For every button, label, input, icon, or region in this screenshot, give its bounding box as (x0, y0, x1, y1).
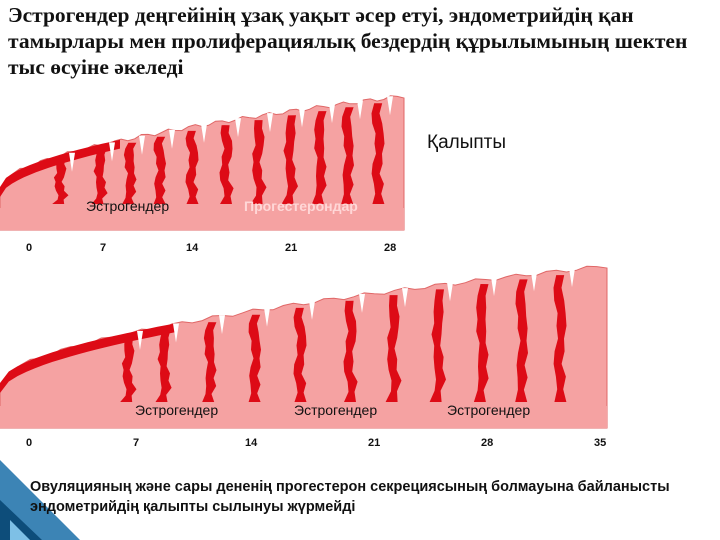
bottom-day-tick: 35 (594, 437, 607, 449)
surface-crypt (491, 277, 497, 297)
top-hormone-label-progesterone: Прогестерондар (244, 198, 358, 214)
slide-title: Эстрогендер деңгейінің ұзақ уақыт әсер е… (8, 3, 688, 79)
top-day-tick: 0 (26, 242, 33, 254)
top-endometrium-diagram (0, 95, 405, 231)
gland-streak (219, 125, 234, 204)
gland-streak (553, 275, 567, 402)
gland-streak (91, 149, 108, 204)
gland-streak (429, 289, 446, 402)
surface-crypt (402, 288, 408, 308)
gland-streak (122, 142, 137, 204)
bottom-endometrium-diagram (0, 265, 608, 429)
surface-crypt (299, 108, 305, 128)
top-day-tick: 28 (384, 242, 397, 254)
bottom-day-tick: 28 (481, 437, 494, 449)
bottom-hormone-label-estrogen: Эстрогендер (294, 402, 378, 418)
surface-crypt (531, 272, 537, 292)
surface-crypt (264, 307, 270, 327)
top-day-tick: 14 (186, 242, 199, 254)
gland-streak (473, 284, 489, 402)
bottom-day-tick: 7 (133, 437, 140, 449)
top-day-tick: 21 (285, 242, 298, 254)
gland-streak (311, 111, 327, 204)
surface-crypt (387, 96, 393, 116)
basal-layer (0, 208, 404, 230)
surface-crypt (235, 118, 241, 138)
surface-crypt (109, 142, 115, 162)
bottom-hormone-label-estrogen: Эстрогендер (135, 402, 219, 418)
gland-streak (515, 279, 528, 402)
basal-layer (0, 406, 607, 428)
gland-streak (385, 295, 402, 402)
gland-streak (202, 322, 217, 402)
blood-vessel-layer (0, 139, 120, 197)
surface-crypt (357, 100, 363, 120)
normal-label: Қалыпты (427, 132, 507, 153)
bottom-hormone-label-estrogen: Эстрогендер (447, 402, 531, 418)
top-day-axis: 0 7 14 21 28 (0, 242, 720, 256)
gland-streak (248, 314, 261, 402)
gland-streak (153, 136, 166, 204)
bottom-day-tick: 0 (26, 437, 33, 449)
corner-decoration (0, 460, 80, 540)
gland-streak (343, 300, 358, 402)
gland-streak (185, 130, 199, 204)
gland-streak (155, 330, 172, 402)
gland-streak (52, 159, 69, 204)
gland-streak (250, 120, 267, 204)
gland-streak (293, 307, 307, 402)
gland-streak (341, 107, 354, 204)
bottom-day-tick: 21 (368, 437, 381, 449)
surface-crypt (359, 293, 365, 313)
surface-crypt (201, 123, 207, 143)
surface-crypt (137, 330, 143, 350)
gland-streak (281, 115, 298, 204)
corner-triangle (10, 520, 30, 540)
surface-crypt (173, 323, 179, 343)
bottom-note: Овуляцияның және сары дененің прогестеро… (30, 479, 670, 515)
top-day-tick: 7 (100, 242, 107, 254)
gland-streak (371, 103, 385, 204)
surface-crypt (69, 152, 75, 172)
surface-crypt (569, 268, 575, 288)
surface-crypt (169, 129, 175, 149)
top-hormone-label-estrogen: Эстрогендер (86, 198, 170, 214)
surface-crypt (447, 282, 453, 302)
gland-streak (120, 337, 137, 402)
surface-crypt (267, 113, 273, 133)
bottom-day-tick: 14 (245, 437, 258, 449)
surface-crypt (309, 300, 315, 320)
bottom-day-axis: 0 7 14 21 28 35 (0, 437, 720, 451)
surface-crypt (219, 315, 225, 335)
surface-crypt (329, 104, 335, 124)
surface-crypt (139, 135, 145, 155)
